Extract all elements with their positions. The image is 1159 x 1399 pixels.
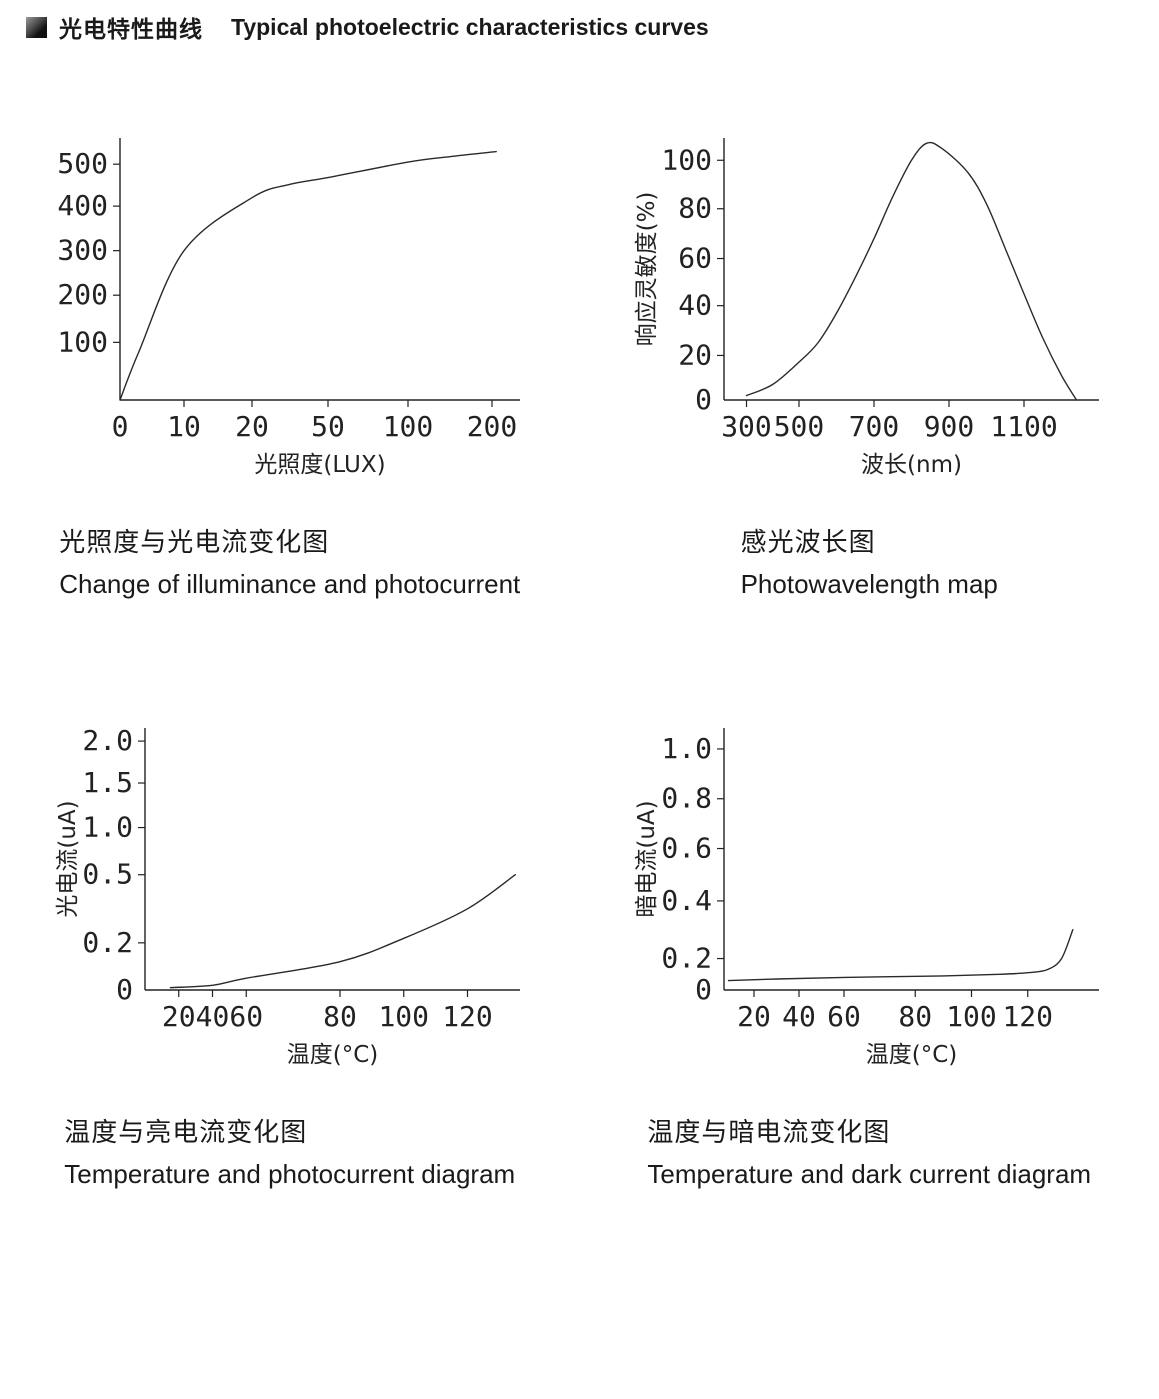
x-tick-label: 1100 [991, 410, 1058, 443]
x-tick-label: 200 [466, 410, 517, 443]
figure-caption: 光照度与光电流变化图 Change of illuminance and pho… [59, 482, 520, 600]
x-tick-label: 700 [849, 410, 900, 443]
y-tick-label: 1.0 [82, 811, 133, 844]
x-tick-label: 120 [442, 1000, 493, 1033]
figure-temperature-darkcurrent: 20 40 60 80 100 120 0 0.2 0.4 0.6 0.8 1.0 温度(°C) 暗电流(… [580, 712, 1159, 1190]
x-tick-label: 20 [162, 1000, 196, 1033]
x-tick-label: 60 [827, 1000, 861, 1033]
spectral-response-chart: 300 500 700 900 1100 0 20 40 60 80 100 波长(nm) 响应灵敏度(… [634, 138, 1100, 478]
y-tick-label: 0.6 [662, 832, 713, 865]
y-tick-label: 60 [679, 242, 713, 275]
x-tick-label: 100 [378, 1000, 429, 1033]
x-tick-label: 20 [235, 410, 269, 443]
y-axis-title: 光电流(uA) [55, 800, 81, 917]
y-axis-title: 暗电流(uA) [634, 800, 660, 917]
series-curve [169, 874, 516, 989]
y-axis-title: 响应灵敏度(%) [634, 192, 660, 347]
caption-zh: 温度与亮电流变化图 [64, 1118, 308, 1148]
caption-en: Temperature and dark current diagram [647, 1159, 1092, 1189]
x-tick-label: 50 [311, 410, 345, 443]
y-tick-label: 0 [695, 973, 712, 1006]
series-curve [746, 141, 1078, 401]
caption-en: Change of illuminance and photocurrent [59, 569, 521, 599]
x-tick-label: 80 [323, 1000, 357, 1033]
series-curve [119, 150, 497, 401]
y-tick-label: 200 [57, 278, 108, 311]
x-axis-title: 温度(°C) [286, 1042, 378, 1068]
x-tick-label: 10 [167, 410, 201, 443]
figure-caption: 感光波长图 Photowavelength map [741, 482, 998, 600]
y-tick-label: 400 [57, 189, 108, 222]
x-axis-title: 波长(nm) [861, 452, 962, 478]
y-tick-label: 80 [679, 192, 713, 225]
caption-zh: 温度与暗电流变化图 [647, 1118, 891, 1148]
y-tick-label: 100 [662, 143, 713, 176]
y-tick-label: 0.8 [662, 782, 713, 815]
y-tick-label: 0.2 [82, 926, 133, 959]
x-tick-label: 100 [382, 410, 433, 443]
y-tick-label: 0.4 [662, 884, 713, 917]
y-tick-label: 100 [57, 325, 108, 358]
figure-caption: 温度与亮电流变化图 Temperature and photocurrent d… [64, 1072, 515, 1190]
x-tick-label: 40 [195, 1000, 229, 1033]
caption-en: Temperature and photocurrent diagram [64, 1159, 516, 1189]
caption-zh: 光照度与光电流变化图 [59, 528, 330, 558]
charts-grid: 0 10 20 50 100 200 100 200 300 400 500 光照度(LUX) 光照度… [0, 122, 1159, 1190]
temperature-photocurrent-chart: 20 40 60 80 100 120 0 0.2 0.5 1.0 1.5 2.0 温度(°C) 光电流(… [55, 724, 520, 1068]
x-tick-label: 80 [899, 1000, 933, 1033]
y-tick-label: 1.0 [662, 732, 713, 765]
y-tick-label: 1.5 [82, 766, 133, 799]
y-tick-label: 300 [57, 234, 108, 267]
x-tick-label: 120 [1003, 1000, 1054, 1033]
section-bullet-square-icon [26, 16, 47, 38]
y-tick-label: 0.5 [82, 858, 133, 891]
x-axis-title: 温度(°C) [866, 1042, 958, 1068]
y-tick-label: 500 [57, 147, 108, 180]
illuminance-photocurrent-chart: 0 10 20 50 100 200 100 200 300 400 500 光照度(LUX) [57, 138, 520, 478]
x-tick-label: 0 [111, 410, 128, 443]
x-tick-label: 20 [737, 1000, 771, 1033]
x-tick-label: 60 [229, 1000, 263, 1033]
x-tick-label: 100 [946, 1000, 997, 1033]
y-tick-label: 0 [695, 383, 712, 416]
figure-illuminance-photocurrent: 0 10 20 50 100 200 100 200 300 400 500 光照度(LUX) 光照度… [0, 122, 580, 600]
series-curve [728, 929, 1074, 982]
y-tick-label: 0.2 [662, 942, 713, 975]
caption-zh: 感光波长图 [740, 528, 876, 558]
x-axis-title: 光照度(LUX) [254, 452, 385, 478]
y-tick-label: 0 [116, 973, 133, 1006]
y-tick-label: 40 [679, 289, 713, 322]
figure-spectral-response: 300 500 700 900 1100 0 20 40 60 80 100 波长(nm) 响应灵敏度(… [580, 122, 1159, 600]
x-tick-label: 40 [782, 1000, 816, 1033]
section-title-en: Typical photoelectric characteristics cu… [231, 13, 709, 40]
section-title-zh: 光电特性曲线 [59, 17, 203, 43]
y-tick-label: 2.0 [82, 724, 133, 757]
section-header: 光电特性曲线 Typical photoelectric characteris… [0, 0, 1159, 44]
figure-caption: 温度与暗电流变化图 Temperature and dark current d… [647, 1072, 1091, 1190]
y-tick-label: 20 [679, 338, 713, 371]
temperature-darkcurrent-chart: 20 40 60 80 100 120 00.2 0.4 0.6 0.8 1.0 温度(°C) 暗电流(… [634, 728, 1100, 1068]
x-tick-label: 500 [774, 410, 825, 443]
x-tick-label: 300 [721, 410, 772, 443]
x-tick-label: 900 [924, 410, 975, 443]
caption-en: Photowavelength map [740, 569, 998, 599]
figure-temperature-photocurrent: 20 40 60 80 100 120 0 0.2 0.5 1.0 1.5 2.0 温度(°C) 光电流(… [0, 712, 580, 1190]
